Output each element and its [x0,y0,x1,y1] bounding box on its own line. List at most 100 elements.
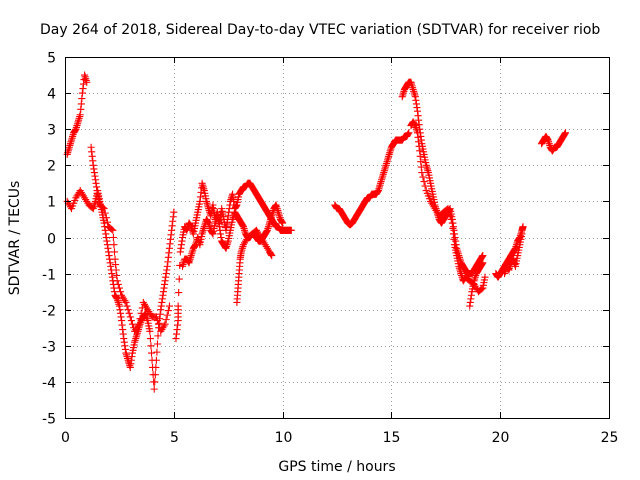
y-tick-label: 1 [47,195,56,211]
data-point [124,306,132,314]
data-point [478,285,486,293]
data-point [125,309,133,317]
y-tick-label: 2 [47,159,56,175]
data-point [102,214,110,222]
data-point [110,248,119,256]
data-point [268,252,276,260]
data-point [420,177,428,186]
data-point [424,192,432,200]
data-point [122,298,130,307]
data-point [136,315,144,323]
data-point [146,327,154,335]
data-point [154,332,162,340]
data-point [152,363,160,372]
series-arc-3 [87,143,173,335]
data-point [113,277,121,285]
data-markers [63,71,570,393]
series-arc-5 [178,201,287,270]
data-point [170,208,178,216]
x-axis-label: GPS time / hours [278,459,395,475]
y-tick-label: 5 [47,51,56,67]
data-point [147,342,155,350]
data-point [67,205,76,213]
data-point [161,320,169,328]
data-point [422,187,430,195]
data-point [116,288,125,296]
series-arc-8 [398,78,487,278]
data-point [70,199,78,207]
data-point [479,259,487,267]
data-point [103,218,111,226]
data-point [150,385,158,393]
series-arc-10 [466,259,487,310]
data-point [519,223,527,231]
data-point [114,280,122,288]
x-tick-label: 10 [275,430,293,446]
data-point [405,129,413,137]
data-point [518,230,526,238]
data-point [115,284,123,292]
data-point [153,316,162,325]
data-point [126,313,134,321]
data-point [155,320,163,328]
data-point [101,209,109,217]
series-arc-9 [407,118,489,296]
data-point [419,173,427,181]
data-point [123,302,131,310]
data-point [109,226,117,234]
series-arc-1 [63,71,91,159]
y-tick-label: 3 [47,123,56,139]
data-point [163,311,171,319]
x-tick-label: 20 [492,430,510,446]
series-arc-4 [172,179,295,343]
data-point [423,189,431,197]
data-point [137,309,145,317]
data-point [446,212,454,220]
x-tick-labels: 0 5 10 15 20 25 [61,430,618,446]
data-point [152,356,160,364]
data-point [153,340,162,348]
data-point [71,196,79,205]
data-point [127,316,135,325]
data-point [176,261,184,270]
data-point [481,273,489,281]
data-point [110,241,118,249]
data-point [100,205,108,213]
data-point [83,78,91,86]
data-point [421,182,429,190]
data-point [147,349,156,357]
series-arc-7 [331,129,413,229]
data-point [425,195,434,203]
data-point [135,320,143,328]
y-tick-label: -3 [42,340,56,356]
series-arc-12 [501,230,526,278]
data-point [151,378,159,386]
data-point [153,348,161,356]
y-tick-label: -5 [42,412,56,428]
data-point [479,252,487,260]
x-tick-label: 15 [383,430,401,446]
chart-title: Day 264 of 2018, Sidereal Day-to-day VTE… [40,22,600,38]
data-point [99,204,107,212]
data-point [165,302,173,310]
data-point [287,226,295,234]
data-point [152,313,160,321]
y-tick-label: 0 [47,232,56,248]
data-point [561,129,570,137]
x-tick-label: 0 [61,430,70,446]
data-point [146,335,154,343]
series-arc-6 [233,226,276,307]
data-point [109,233,117,242]
y-tick-label: 4 [47,87,56,103]
y-tick-label: -4 [42,376,56,392]
data-point [164,307,172,315]
data-point [175,275,183,283]
x-tick-label: 25 [601,430,619,446]
data-point [128,320,137,328]
y-tick-label: -1 [42,268,56,284]
data-point [151,371,159,379]
series-arc-13 [537,129,570,155]
data-point [174,302,182,310]
data-point [418,168,426,177]
